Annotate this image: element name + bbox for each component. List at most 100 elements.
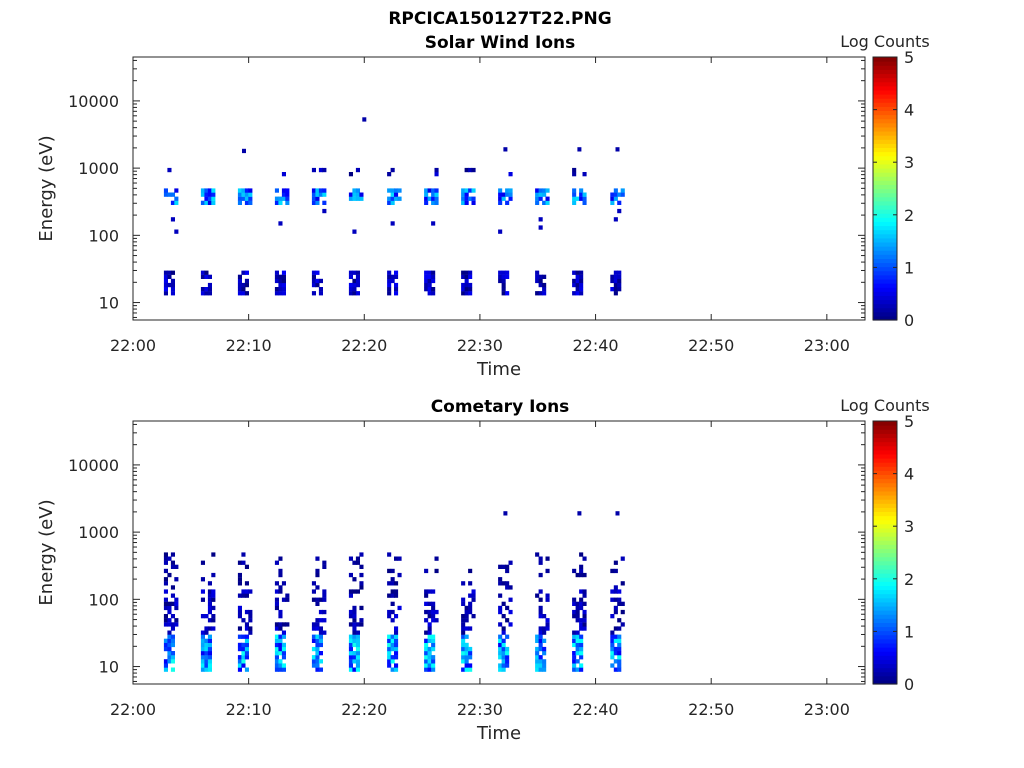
colorbar-step xyxy=(873,172,897,177)
colorbar-tick-label: 2 xyxy=(904,570,914,589)
spectrogram-cell xyxy=(427,663,432,668)
spectrogram-cell xyxy=(207,634,212,639)
spectrogram-cell xyxy=(248,618,253,623)
spectrogram-cell xyxy=(575,282,580,288)
spectrogram-cell xyxy=(237,192,242,197)
spectrogram-cell xyxy=(535,552,540,557)
spectrogram-cell xyxy=(355,630,360,635)
spectrogram-cell xyxy=(464,270,469,275)
spectrogram-cell xyxy=(610,651,615,656)
spectrogram-cell xyxy=(471,589,476,594)
spectrogram-cell xyxy=(498,270,503,275)
solar-wind-x-axis: 22:00 22:10 22:20 22:30 22:40 22:50 23:00 xyxy=(110,57,850,355)
spectrogram-cell xyxy=(311,291,316,296)
colorbar-step xyxy=(873,266,897,272)
solar-wind-x-label: Time xyxy=(476,359,521,380)
colorbar-step xyxy=(873,303,897,309)
spectrogram-cell xyxy=(572,609,577,615)
spectrogram-cell xyxy=(498,274,503,279)
spectrogram-cell xyxy=(610,634,615,639)
colorbar-step xyxy=(873,287,897,292)
spectrogram-cell xyxy=(274,638,279,643)
spectrogram-cell xyxy=(244,642,249,648)
colorbar-tick-label: 3 xyxy=(904,517,914,536)
spectrogram-cell xyxy=(501,196,506,201)
spectrogram-cell xyxy=(545,593,550,598)
spectrogram-cell xyxy=(352,614,357,619)
spectrogram-cell xyxy=(278,196,283,201)
spectrogram-cell xyxy=(211,614,216,619)
colorbar-step xyxy=(873,601,897,607)
spectrogram-cell xyxy=(427,278,432,284)
colorbar-step xyxy=(873,610,897,615)
spectrogram-cell xyxy=(237,646,242,652)
spectrogram-cell xyxy=(207,667,212,672)
spectrogram-cell xyxy=(390,200,395,205)
spectrogram-cell xyxy=(613,585,618,590)
spectrogram-cell xyxy=(174,229,179,234)
spectrogram-cell xyxy=(427,622,432,627)
spectrogram-cell xyxy=(200,659,205,664)
spectrogram-cell xyxy=(579,642,584,648)
spectrogram-cell xyxy=(535,291,540,296)
spectrogram-cell xyxy=(278,646,283,652)
spectrogram-cell xyxy=(163,552,168,557)
spectrogram-cell xyxy=(211,618,216,623)
spectrogram-cell xyxy=(315,196,320,201)
spectrogram-cell xyxy=(200,663,205,668)
spectrogram-cell xyxy=(274,626,279,631)
spectrogram-cell xyxy=(498,593,503,598)
spectrogram-cell xyxy=(311,282,316,288)
spectrogram-cell xyxy=(505,663,510,668)
y-tick-label: 1000 xyxy=(78,523,119,542)
spectrogram-cell xyxy=(468,667,473,672)
spectrogram-cell xyxy=(311,278,316,284)
spectrogram-cell xyxy=(274,659,279,664)
spectrogram-cell xyxy=(577,511,582,516)
spectrogram-cell xyxy=(461,646,466,652)
spectrogram-cell xyxy=(613,605,618,611)
spectrogram-cell xyxy=(167,609,172,615)
spectrogram-cell xyxy=(461,196,466,201)
spectrogram-cell xyxy=(617,651,622,656)
spectrogram-cell xyxy=(237,655,242,660)
spectrogram-cell xyxy=(315,638,320,643)
spectrogram-cell xyxy=(278,634,283,639)
colorbar-step xyxy=(873,663,897,669)
spectrogram-cell xyxy=(431,655,436,660)
colorbar-step xyxy=(873,482,897,488)
spectrogram-cell xyxy=(390,167,395,173)
spectrogram-cell xyxy=(575,270,580,275)
spectrogram-cell xyxy=(464,188,469,193)
spectrogram-cell xyxy=(348,172,353,177)
x-tick-label: 22:20 xyxy=(341,336,387,355)
spectrogram-cell xyxy=(582,626,587,631)
spectrogram-cell xyxy=(579,638,584,643)
solar-wind-y-axis: 10 100 1000 10000 xyxy=(68,59,865,318)
spectrogram-cell xyxy=(538,634,543,639)
colorbar-step xyxy=(873,667,897,673)
spectrogram-cell xyxy=(274,597,279,602)
spectrogram-cell xyxy=(355,634,360,639)
spectrogram-cell xyxy=(352,278,357,284)
spectrogram-cell xyxy=(620,601,625,606)
spectrogram-cell xyxy=(170,560,175,565)
spectrogram-cell xyxy=(315,585,320,590)
spectrogram-cell xyxy=(461,638,466,643)
spectrogram-cell xyxy=(387,270,392,275)
spectrogram-cell xyxy=(200,274,205,279)
spectrogram-cell xyxy=(610,642,615,648)
colorbar-step xyxy=(873,274,897,280)
spectrogram-cell xyxy=(244,188,249,193)
spectrogram-cell xyxy=(501,614,506,619)
spectrogram-cell xyxy=(538,605,543,611)
colorbar-step xyxy=(873,221,897,227)
spectrogram-cell xyxy=(427,614,432,619)
spectrogram-cell xyxy=(204,630,209,635)
spectrogram-cell xyxy=(617,270,622,275)
spectrogram-cell xyxy=(461,634,466,639)
spectrogram-cell xyxy=(207,192,212,197)
x-tick-label: 22:10 xyxy=(226,700,272,719)
spectrogram-cell xyxy=(431,270,436,275)
spectrogram-cell xyxy=(390,577,395,582)
